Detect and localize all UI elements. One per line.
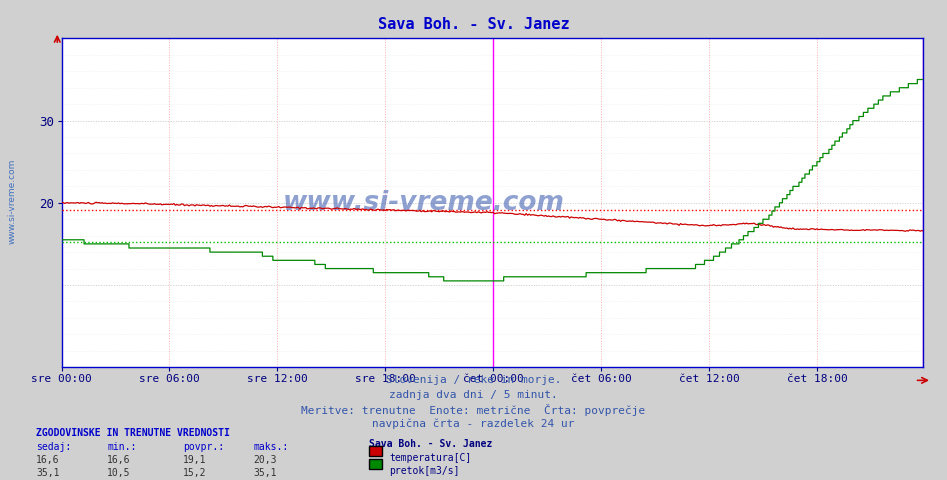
Text: Meritve: trenutne  Enote: metrične  Črta: povprečje: Meritve: trenutne Enote: metrične Črta: …: [301, 404, 646, 416]
Text: 20,3: 20,3: [254, 455, 277, 465]
Text: Slovenija / reke in morje.: Slovenija / reke in morje.: [385, 375, 562, 385]
Text: pretok[m3/s]: pretok[m3/s]: [389, 466, 459, 476]
Text: sedaj:: sedaj:: [36, 442, 71, 452]
Text: zadnja dva dni / 5 minut.: zadnja dva dni / 5 minut.: [389, 390, 558, 400]
Text: povpr.:: povpr.:: [183, 442, 223, 452]
Text: ZGODOVINSKE IN TRENUTNE VREDNOSTI: ZGODOVINSKE IN TRENUTNE VREDNOSTI: [36, 428, 230, 438]
Text: 35,1: 35,1: [254, 468, 277, 478]
Text: Sava Boh. - Sv. Janez: Sava Boh. - Sv. Janez: [378, 17, 569, 32]
Text: 10,5: 10,5: [107, 468, 131, 478]
Text: min.:: min.:: [107, 442, 136, 452]
Text: maks.:: maks.:: [254, 442, 289, 452]
Text: 16,6: 16,6: [36, 455, 60, 465]
Text: 35,1: 35,1: [36, 468, 60, 478]
Text: 16,6: 16,6: [107, 455, 131, 465]
Text: navpična črta - razdelek 24 ur: navpična črta - razdelek 24 ur: [372, 419, 575, 429]
Text: Sava Boh. - Sv. Janez: Sava Boh. - Sv. Janez: [369, 439, 492, 449]
Text: www.si-vreme.com: www.si-vreme.com: [282, 190, 564, 216]
Text: 15,2: 15,2: [183, 468, 206, 478]
Text: 19,1: 19,1: [183, 455, 206, 465]
Text: www.si-vreme.com: www.si-vreme.com: [8, 159, 17, 244]
Text: temperatura[C]: temperatura[C]: [389, 453, 472, 463]
